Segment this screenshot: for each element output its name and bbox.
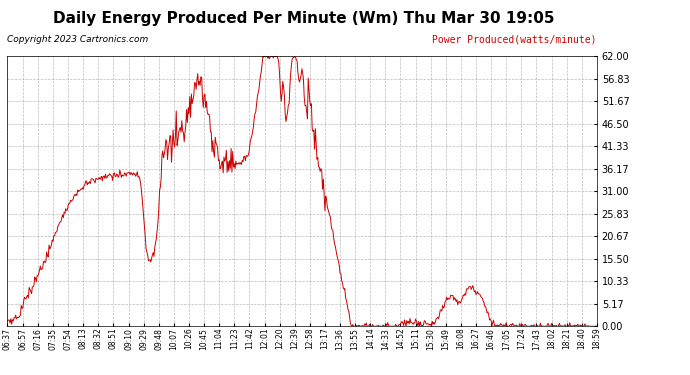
Text: Power Produced(watts/minute): Power Produced(watts/minute) [433, 34, 597, 45]
Text: Copyright 2023 Cartronics.com: Copyright 2023 Cartronics.com [7, 34, 148, 44]
Text: Daily Energy Produced Per Minute (Wm) Thu Mar 30 19:05: Daily Energy Produced Per Minute (Wm) Th… [53, 11, 554, 26]
